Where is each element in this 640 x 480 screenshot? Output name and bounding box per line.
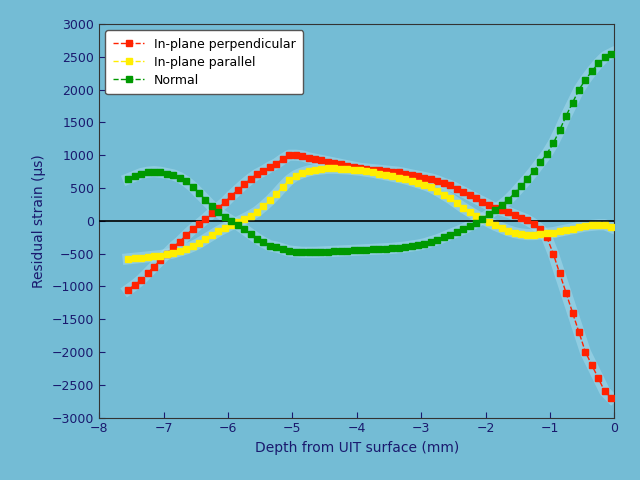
In-plane parallel bbox=[607, 225, 615, 230]
In-plane parallel bbox=[124, 256, 132, 262]
In-plane perpendicular bbox=[285, 152, 293, 158]
In-plane parallel bbox=[517, 231, 525, 237]
Normal bbox=[440, 234, 447, 240]
Normal bbox=[382, 246, 390, 252]
Y-axis label: Residual strain (μs): Residual strain (μs) bbox=[33, 154, 47, 288]
In-plane parallel bbox=[292, 173, 300, 179]
Normal bbox=[124, 176, 132, 182]
In-plane parallel bbox=[440, 192, 447, 197]
In-plane parallel bbox=[324, 166, 332, 171]
In-plane parallel bbox=[170, 250, 177, 256]
Normal bbox=[452, 229, 460, 235]
In-plane perpendicular bbox=[298, 153, 306, 159]
Normal bbox=[517, 183, 525, 189]
X-axis label: Depth from UIT surface (mm): Depth from UIT surface (mm) bbox=[255, 441, 459, 455]
In-plane parallel bbox=[452, 200, 460, 206]
Normal bbox=[170, 172, 177, 178]
In-plane parallel bbox=[382, 172, 390, 178]
Line: Normal: Normal bbox=[125, 50, 614, 255]
In-plane perpendicular bbox=[452, 186, 460, 192]
Normal bbox=[298, 250, 306, 255]
Line: In-plane parallel: In-plane parallel bbox=[125, 165, 614, 262]
Line: In-plane perpendicular: In-plane perpendicular bbox=[125, 152, 614, 401]
Normal bbox=[292, 249, 300, 254]
In-plane perpendicular bbox=[607, 395, 615, 401]
Legend: In-plane perpendicular, In-plane parallel, Normal: In-plane perpendicular, In-plane paralle… bbox=[106, 30, 303, 94]
In-plane perpendicular bbox=[440, 180, 447, 186]
In-plane perpendicular bbox=[517, 215, 525, 220]
In-plane perpendicular bbox=[170, 244, 177, 250]
Normal bbox=[607, 50, 615, 56]
In-plane perpendicular bbox=[382, 168, 390, 174]
In-plane perpendicular bbox=[124, 287, 132, 292]
